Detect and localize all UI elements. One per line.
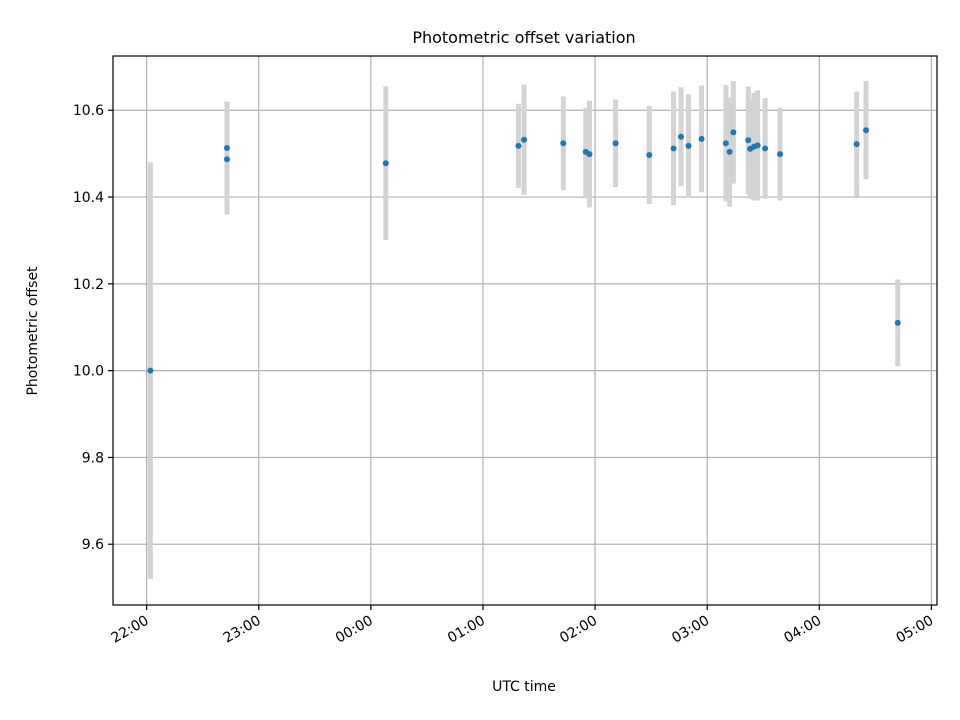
x-tick-label: 05:00 [893,613,936,647]
y-tick-label: 9.6 [82,537,104,553]
x-tick-label: 03:00 [669,613,712,647]
y-axis-label: Photometric offset [25,266,41,396]
data-point [685,142,692,149]
x-tick-label: 02:00 [557,613,600,647]
y-tick-label: 10.2 [73,277,104,293]
x-tick-label: 00:00 [333,613,376,647]
data-point [862,127,869,134]
y-tick-label: 10.0 [73,364,104,380]
data-point [678,133,685,140]
x-axis-label: UTC time [492,679,556,695]
data-point [382,160,389,167]
data-point [586,151,593,158]
data-point [612,140,619,147]
data-point [853,141,860,148]
data-points [147,127,901,374]
data-point [730,129,737,136]
y-tick-label: 10.4 [73,190,104,206]
data-point [894,319,901,326]
x-tick-label: 23:00 [221,613,264,647]
x-tick-label: 04:00 [781,613,824,647]
data-point [646,151,653,158]
data-point [698,135,705,142]
data-point [762,145,769,152]
data-point [722,140,729,147]
data-point [521,136,528,143]
data-point [745,137,752,144]
y-tick-label: 10.6 [73,103,104,119]
y-tick-label: 9.8 [82,450,104,466]
data-point [515,142,522,149]
x-axis-ticks: 22:00 23:00 00:00 01:00 02:00 03:00 04:00 05:00 [109,605,936,647]
data-point [726,148,733,155]
plot-frame [112,55,938,606]
chart-title: Photometric offset variation [412,28,635,47]
x-tick-label: 01:00 [445,613,488,647]
data-point [560,140,567,147]
data-point [223,156,230,163]
data-point [777,151,784,158]
y-axis-ticks: 9.6 9.8 10.0 10.2 10.4 10.6 [73,103,113,553]
data-point [754,142,761,149]
x-tick-label: 22:00 [109,613,152,647]
data-point [223,145,230,152]
error-bars [147,81,901,579]
data-point [147,367,154,374]
data-point [670,145,677,152]
